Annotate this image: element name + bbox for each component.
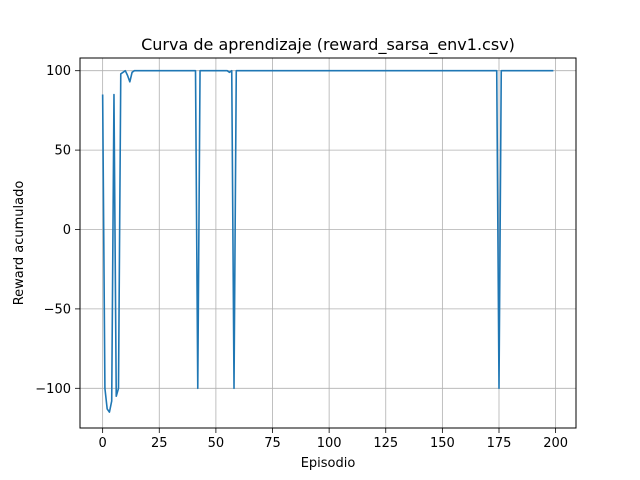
chart-title: Curva de aprendizaje (reward_sarsa_env1.… bbox=[141, 35, 515, 55]
x-tick-label: 0 bbox=[99, 436, 107, 451]
y-tick-label: −50 bbox=[44, 302, 71, 317]
y-tick-label: 100 bbox=[46, 64, 71, 79]
x-axis-label: Episodio bbox=[301, 456, 356, 471]
series-line-0 bbox=[101, 69, 554, 413]
x-tick-label: 150 bbox=[430, 436, 455, 451]
y-axis-ticks: −100 −50 0 50 100 bbox=[35, 64, 80, 397]
x-tick-label: 100 bbox=[317, 436, 342, 451]
x-tick-label: 175 bbox=[487, 436, 512, 451]
plot-area bbox=[80, 58, 576, 428]
x-tick-label: 200 bbox=[543, 436, 568, 451]
x-tick-label: 25 bbox=[151, 436, 168, 451]
x-tick-label: 125 bbox=[373, 436, 398, 451]
y-tick-label: −100 bbox=[35, 382, 71, 397]
series-layer bbox=[101, 69, 554, 413]
x-tick-label: 75 bbox=[264, 436, 281, 451]
y-axis-label: Reward acumulado bbox=[12, 181, 27, 306]
y-tick-label: 0 bbox=[63, 223, 71, 238]
x-tick-label: 50 bbox=[208, 436, 225, 451]
y-tick-label: 50 bbox=[54, 144, 71, 159]
plot-frame bbox=[79, 57, 577, 429]
x-axis-ticks: 0 25 50 75 100 125 150 175 200 bbox=[99, 428, 568, 451]
